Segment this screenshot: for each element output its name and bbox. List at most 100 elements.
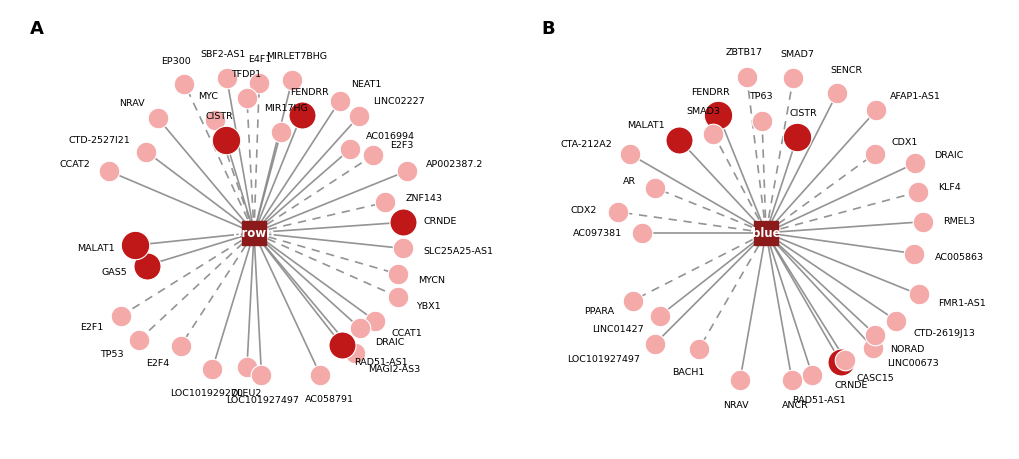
Point	[906, 160, 922, 168]
Text: ZNF143: ZNF143	[405, 194, 442, 203]
Point	[238, 95, 255, 103]
Point	[905, 250, 921, 257]
Text: AP002387.2: AP002387.2	[425, 159, 483, 168]
Point	[837, 356, 853, 364]
Point	[731, 377, 747, 384]
Text: MALAT1: MALAT1	[76, 243, 114, 252]
Text: GAS5: GAS5	[101, 268, 126, 276]
Text: CISTR: CISTR	[206, 112, 233, 121]
Point	[864, 344, 880, 352]
Point	[867, 107, 883, 115]
Text: MALAT1: MALAT1	[627, 121, 664, 130]
Text: blue: blue	[751, 227, 780, 240]
Point	[828, 90, 845, 97]
Point	[204, 365, 220, 373]
Text: LINC01427: LINC01427	[591, 324, 643, 333]
Text: LOC101927497: LOC101927497	[226, 396, 299, 404]
Point	[389, 293, 406, 301]
Text: ZBTB17: ZBTB17	[726, 48, 762, 57]
Text: CISTR: CISTR	[789, 109, 816, 118]
Point	[832, 359, 848, 366]
Text: B: B	[541, 20, 554, 39]
Text: LINC02227: LINC02227	[373, 97, 424, 106]
Point	[783, 377, 799, 384]
Point	[126, 242, 143, 249]
Point	[207, 117, 223, 124]
Text: CRNDE: CRNDE	[424, 217, 457, 226]
Text: SENCR: SENCR	[829, 66, 862, 75]
Text: AC016994: AC016994	[365, 132, 414, 141]
Text: AC097381: AC097381	[573, 229, 622, 238]
Text: DRAIC: DRAIC	[933, 151, 962, 160]
Point	[914, 218, 930, 226]
Text: LINC00673: LINC00673	[887, 358, 938, 368]
Point	[704, 131, 720, 138]
Point	[217, 137, 233, 144]
Text: A: A	[30, 20, 43, 39]
Text: CCAT2: CCAT2	[59, 159, 91, 168]
Point	[172, 342, 189, 350]
Point	[273, 129, 289, 136]
Point	[333, 341, 350, 349]
Point	[609, 209, 626, 216]
Point	[367, 317, 383, 325]
Point	[398, 168, 415, 175]
Point	[130, 336, 147, 344]
Text: FENDRR: FENDRR	[691, 88, 730, 96]
Point	[803, 372, 819, 379]
Text: MYCN: MYCN	[417, 275, 444, 285]
Point	[341, 146, 358, 154]
Text: MYC: MYC	[198, 92, 218, 101]
Text: LOC101927497: LOC101927497	[567, 354, 640, 363]
Text: E4F1: E4F1	[248, 55, 271, 63]
Point	[377, 199, 393, 207]
Text: MIR17HG: MIR17HG	[264, 103, 308, 112]
Text: TP53: TP53	[100, 350, 124, 358]
Text: NRAV: NRAV	[119, 99, 145, 107]
Point	[293, 112, 310, 119]
Point	[283, 78, 300, 85]
Point	[624, 297, 640, 305]
Text: LOC101929270: LOC101929270	[170, 389, 243, 397]
Text: CTA-212A2: CTA-212A2	[559, 140, 611, 149]
Text: BACH1: BACH1	[672, 368, 704, 376]
Point	[112, 313, 128, 320]
Text: AC005863: AC005863	[933, 252, 982, 261]
Text: PPARA: PPARA	[584, 306, 613, 315]
Text: RMEL3: RMEL3	[943, 216, 974, 225]
Text: DRAIC: DRAIC	[375, 337, 404, 347]
Point	[351, 113, 367, 120]
FancyBboxPatch shape	[242, 221, 266, 246]
Text: MIRLET7BHG: MIRLET7BHG	[266, 52, 327, 61]
Point	[651, 312, 667, 319]
Text: CASC15: CASC15	[855, 373, 893, 382]
Point	[312, 372, 328, 379]
Text: NORAD: NORAD	[890, 345, 924, 353]
Point	[671, 137, 687, 144]
Point	[785, 75, 801, 83]
Point	[646, 185, 662, 192]
Point	[150, 115, 166, 123]
Point	[634, 230, 650, 237]
Text: E2F3: E2F3	[390, 140, 414, 149]
Point	[352, 325, 368, 332]
Text: RAD51-AS1: RAD51-AS1	[354, 357, 408, 366]
Text: MAGI2-AS3: MAGI2-AS3	[368, 364, 420, 374]
Text: CTD-2619J13: CTD-2619J13	[912, 328, 974, 337]
Point	[709, 112, 726, 119]
Point	[394, 245, 411, 252]
Text: ANCR: ANCR	[782, 401, 808, 409]
Point	[101, 168, 117, 176]
Point	[622, 151, 638, 158]
Text: E2F1: E2F1	[79, 323, 103, 332]
Point	[789, 134, 805, 141]
Point	[690, 346, 706, 353]
Text: YBX1: YBX1	[416, 301, 440, 310]
Text: CCAT1: CCAT1	[391, 329, 422, 337]
FancyBboxPatch shape	[753, 221, 777, 246]
Point	[253, 371, 269, 379]
Point	[389, 271, 406, 278]
Text: TP63: TP63	[749, 92, 772, 101]
Text: RAD51-AS1: RAD51-AS1	[791, 395, 845, 404]
Text: SMAD7: SMAD7	[780, 50, 813, 59]
